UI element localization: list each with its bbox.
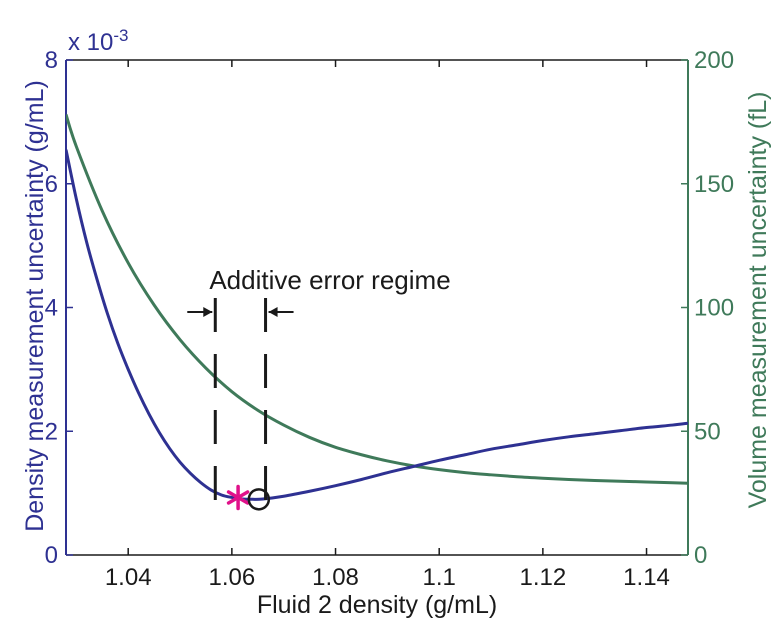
right-y-tick-label: 100 xyxy=(694,295,734,322)
volume-uncertainty-line xyxy=(66,113,688,485)
right-y-tick-label: 0 xyxy=(694,542,707,569)
asterisk-stroke xyxy=(226,490,250,505)
right-y-axis-ticks: 0 50 100 150 200 xyxy=(681,47,734,569)
x-tick-label: 1.14 xyxy=(623,564,670,591)
left-y-tick-label: 8 xyxy=(45,47,58,74)
x-tick-label: 1.12 xyxy=(520,564,567,591)
x-axis-title: Fluid 2 density (g/mL) xyxy=(257,591,497,619)
markers xyxy=(226,484,271,511)
right-y-axis-title: Volume measurement uncertainty (fL) xyxy=(744,92,772,509)
left-y-tick-label: 6 xyxy=(45,171,58,198)
multiplier-base: x 10 xyxy=(68,29,113,56)
right-y-tick-label: 50 xyxy=(694,418,721,445)
left-y-tick-label: 2 xyxy=(45,418,58,445)
x-tick-label: 1.04 xyxy=(105,564,152,591)
x-tick-label: 1.06 xyxy=(209,564,256,591)
x-tick-label: 1.08 xyxy=(312,564,359,591)
left-y-tick-label: 0 xyxy=(45,542,58,569)
left-y-axis-ticks: 0 2 4 6 8 xyxy=(45,47,73,569)
x-axis-ticks: 1.04 1.06 1.08 1.1 1.12 1.14 xyxy=(105,60,670,591)
multiplier-exponent: -3 xyxy=(113,26,128,45)
right-y-tick-label: 200 xyxy=(694,47,734,74)
optimum-circle-marker xyxy=(247,488,271,511)
density-uncertainty-line xyxy=(66,149,688,501)
left-axis-multiplier: x 10-3 xyxy=(68,26,129,56)
regime-arrow-right-head xyxy=(268,307,278,317)
left-y-tick-label: 4 xyxy=(45,295,58,322)
left-y-axis-title: Density measurement uncertainty (g/mL) xyxy=(21,80,49,532)
additive-error-regime xyxy=(187,298,294,500)
regime-arrow-left-head xyxy=(203,307,213,317)
x-tick-label: 1.1 xyxy=(423,564,456,591)
optimum-asterisk-marker xyxy=(226,484,250,511)
regime-label: Additive error regime xyxy=(209,265,450,295)
right-y-tick-label: 150 xyxy=(694,171,734,198)
